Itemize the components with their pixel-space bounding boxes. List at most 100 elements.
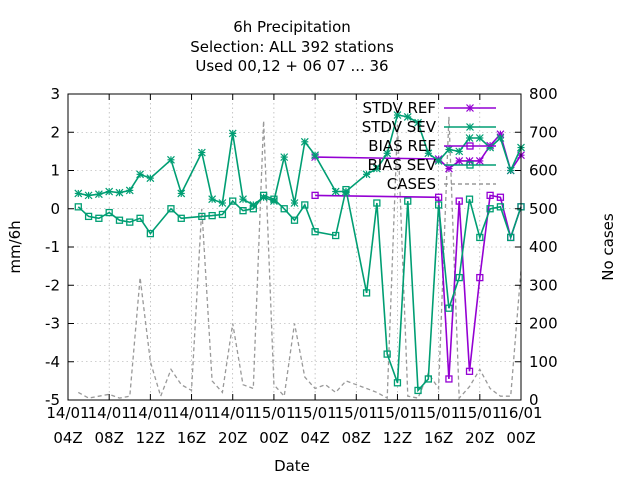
x-tick-label-date: 15/01 (458, 404, 501, 422)
x-tick-label-hour: 00Z (259, 429, 288, 447)
x-tick-label-hour: 20Z (465, 429, 494, 447)
x-tick-label-date: 14/01 (211, 404, 254, 422)
data-point-bias-sev (476, 233, 484, 242)
legend-label-stdv-sev: STDV SEV (362, 118, 437, 136)
data-point-bias-sev (239, 207, 247, 215)
y-axis-ticks: -5 -4 -3 -2 -1 0 1 2 3 (45, 85, 74, 409)
data-point-bias-sev (198, 212, 206, 221)
data-point-bias-sev (465, 195, 474, 203)
title-line-2: Selection: ALL 392 stations (190, 38, 394, 56)
data-point-bias-ref (496, 193, 505, 201)
data-point-bias-sev (146, 229, 155, 238)
cases-series (77, 116, 522, 400)
data-point-bias-sev (177, 214, 185, 222)
data-point-bias-sev (445, 304, 453, 312)
data-point-bias-sev (249, 205, 257, 213)
legend-marker-bias-sev (466, 161, 474, 169)
data-point-bias-sev (434, 201, 443, 209)
data-point-bias-sev (455, 273, 463, 282)
x-tick-label-date: 15/01 (417, 404, 460, 422)
data-point-bias-sev (414, 386, 422, 395)
x-axis-ticks: 14/01 04Z 14/01 08Z 14/01 12Z 14/01 16Z 14/01 20Z… (46, 94, 543, 447)
x-axis-label: Date (274, 457, 310, 475)
x-tick-label-hour: 00Z (506, 429, 535, 447)
y2-tick-label: 100 (529, 353, 558, 371)
y-tick-label: -3 (45, 315, 60, 333)
data-point-bias-ref (445, 375, 453, 383)
x-tick-label-hour: 16Z (424, 429, 453, 447)
series-line-stdv-sev (78, 114, 522, 206)
data-point-bias-sev (95, 214, 103, 222)
y2-tick-label: 200 (529, 315, 558, 333)
x-tick-label-hour: 04Z (53, 429, 82, 447)
data-point-bias-ref (434, 193, 443, 201)
data-point-bias-sev (332, 231, 340, 240)
legend-label-stdv-ref: STDV REF (362, 99, 436, 117)
data-point-bias-ref (476, 273, 484, 282)
y2-tick-label: 500 (529, 200, 558, 218)
data-point-bias-sev (393, 379, 402, 387)
x-tick-label-hour: 16Z (177, 429, 206, 447)
data-point-bias-sev (218, 210, 227, 219)
x-tick-label-date: 15/01 (252, 404, 295, 422)
x-tick-label-date: 15/01 (293, 404, 336, 422)
data-point-bias-sev (270, 195, 278, 203)
title-line-3: Used 00,12 + 06 07 ... 36 (195, 57, 388, 75)
data-point-bias-sev (486, 205, 494, 213)
y2-tick-label: 700 (529, 123, 558, 141)
x-tick-label-date: 14/01 (88, 404, 131, 422)
y2-tick-label: 400 (529, 238, 558, 256)
x-tick-label-hour: 12Z (136, 429, 165, 447)
data-point-bias-ref (455, 197, 463, 205)
y-tick-label: -2 (45, 276, 60, 294)
data-point-bias-sev (424, 375, 432, 383)
x-tick-label-date: 15/01 (335, 404, 378, 422)
legend-label-cases: CASES (387, 175, 436, 193)
data-point-bias-sev (115, 216, 124, 224)
legend-label-bias-sev: BIAS SEV (367, 156, 436, 174)
x-tick-label-date: 14/01 (46, 404, 89, 422)
data-point-bias-sev (362, 289, 371, 297)
data-point-bias-sev (74, 203, 82, 211)
data-point-bias-sev (301, 201, 309, 209)
legend-label-bias-ref: BIAS REF (368, 137, 436, 155)
x-tick-label-hour: 20Z (218, 429, 247, 447)
chart-title: 6h Precipitation Selection: ALL 392 stat… (190, 18, 394, 75)
data-point-bias-sev (167, 205, 175, 213)
grid (68, 94, 521, 400)
data-point-bias-sev (259, 191, 268, 200)
y2-axis-ticks: 0 100 200 300 400 500 600 700 800 (515, 85, 558, 409)
data-point-bias-ref (486, 191, 494, 200)
data-point-bias-sev (290, 216, 299, 224)
data-series (74, 111, 525, 395)
y2-tick-label: 300 (529, 276, 558, 294)
data-point-bias-sev (280, 205, 288, 213)
series-bias-ref (311, 191, 525, 383)
series-cases (77, 116, 522, 400)
series-line-cases (77, 116, 522, 400)
data-point-bias-ref (311, 191, 319, 200)
data-point-bias-sev (136, 214, 144, 222)
data-point-bias-sev (229, 197, 237, 205)
y-axis-label: mm/6h (6, 220, 24, 273)
data-point-bias-sev (383, 350, 391, 358)
y-tick-label: 3 (50, 85, 60, 103)
y2-axis-label: No cases (599, 213, 617, 281)
x-tick-label-date: 15/01 (376, 404, 419, 422)
series-line-bias-ref (315, 194, 522, 380)
series-bias-sev (74, 185, 525, 395)
data-point-bias-ref (465, 367, 474, 375)
x-tick-label-hour: 08Z (94, 429, 123, 447)
data-point-bias-sev (84, 212, 93, 221)
y2-tick-label: 600 (529, 162, 558, 180)
data-point-bias-sev (496, 203, 505, 211)
series-stdv-sev (74, 111, 525, 209)
x-tick-label-hour: 12Z (383, 429, 412, 447)
y2-tick-label: 0 (529, 391, 539, 409)
x-tick-label-hour: 08Z (342, 429, 371, 447)
data-point-bias-sev (208, 211, 216, 220)
x-tick-label-date: 16/01 (499, 404, 542, 422)
y2-tick-label: 800 (529, 85, 558, 103)
